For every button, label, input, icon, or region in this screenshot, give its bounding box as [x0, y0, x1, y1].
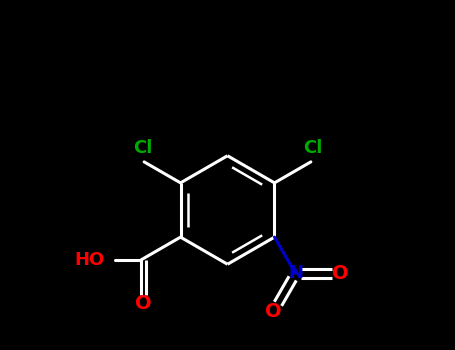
- Text: Cl: Cl: [303, 139, 322, 157]
- Text: O: O: [135, 294, 152, 313]
- Text: N: N: [288, 265, 303, 282]
- Text: O: O: [265, 302, 282, 321]
- Text: O: O: [332, 264, 349, 283]
- Text: Cl: Cl: [133, 139, 152, 157]
- Text: HO: HO: [74, 251, 104, 269]
